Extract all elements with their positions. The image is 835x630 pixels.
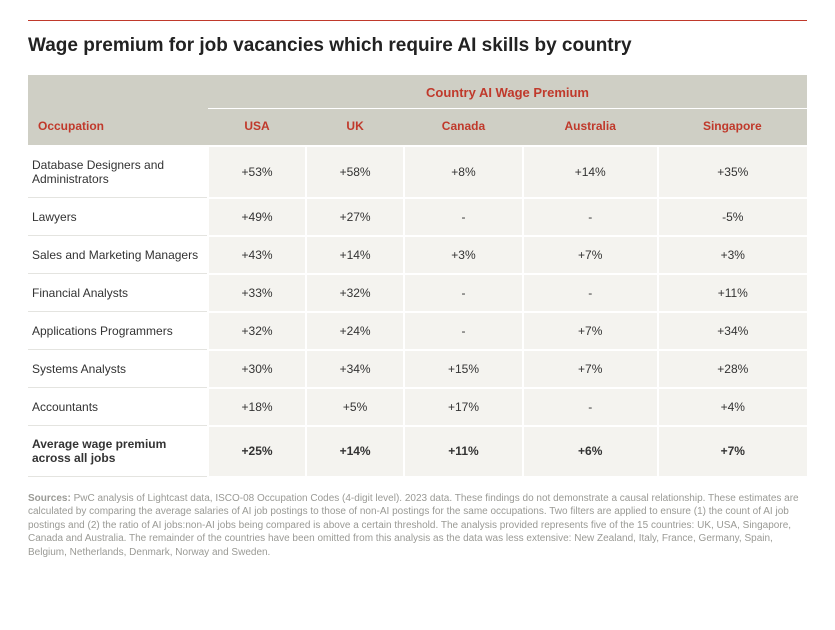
occupation-cell: Database Designers and Administrators — [28, 146, 208, 198]
top-rule — [28, 20, 807, 21]
table-row: Sales and Marketing Managers +43% +14% +… — [28, 236, 807, 274]
value-cell: +15% — [404, 350, 523, 388]
value-cell: +3% — [404, 236, 523, 274]
country-header-singapore: Singapore — [658, 109, 807, 147]
wage-premium-table: Country AI Wage Premium Occupation USA U… — [28, 75, 807, 478]
average-cell: +14% — [306, 426, 404, 477]
average-cell: +25% — [208, 426, 306, 477]
value-cell: +35% — [658, 146, 807, 198]
value-cell: +11% — [658, 274, 807, 312]
value-cell: +14% — [523, 146, 658, 198]
table-row: Applications Programmers +32% +24% - +7%… — [28, 312, 807, 350]
value-cell: +14% — [306, 236, 404, 274]
value-cell: +4% — [658, 388, 807, 426]
value-cell: +30% — [208, 350, 306, 388]
value-cell: - — [523, 198, 658, 236]
footnote: Sources: PwC analysis of Lightcast data,… — [28, 492, 807, 560]
footnote-text: PwC analysis of Lightcast data, ISCO-08 … — [28, 493, 799, 558]
value-cell: +5% — [306, 388, 404, 426]
country-header-usa: USA — [208, 109, 306, 147]
value-cell: +32% — [306, 274, 404, 312]
value-cell: - — [404, 274, 523, 312]
value-cell: +34% — [306, 350, 404, 388]
table-row: Financial Analysts +33% +32% - - +11% — [28, 274, 807, 312]
page-title: Wage premium for job vacancies which req… — [28, 35, 807, 57]
value-cell: +34% — [658, 312, 807, 350]
table-average-row: Average wage premium across all jobs +25… — [28, 426, 807, 477]
value-cell: +53% — [208, 146, 306, 198]
header-blank — [28, 75, 208, 109]
value-cell: +27% — [306, 198, 404, 236]
table-group-row: Country AI Wage Premium — [28, 75, 807, 109]
average-label: Average wage premium across all jobs — [28, 426, 208, 477]
value-cell: - — [404, 198, 523, 236]
table-head-row: Occupation USA UK Canada Australia Singa… — [28, 109, 807, 147]
value-cell: +33% — [208, 274, 306, 312]
value-cell: - — [404, 312, 523, 350]
group-header: Country AI Wage Premium — [208, 75, 807, 109]
value-cell: +43% — [208, 236, 306, 274]
occupation-cell: Applications Programmers — [28, 312, 208, 350]
value-cell: +7% — [523, 312, 658, 350]
value-cell: +7% — [523, 236, 658, 274]
footnote-label: Sources: — [28, 493, 71, 504]
value-cell: - — [523, 388, 658, 426]
value-cell: +18% — [208, 388, 306, 426]
value-cell: +49% — [208, 198, 306, 236]
occupation-cell: Systems Analysts — [28, 350, 208, 388]
value-cell: +58% — [306, 146, 404, 198]
value-cell: +3% — [658, 236, 807, 274]
value-cell: - — [523, 274, 658, 312]
average-cell: +7% — [658, 426, 807, 477]
occupation-header: Occupation — [28, 109, 208, 147]
value-cell: +7% — [523, 350, 658, 388]
table-row: Database Designers and Administrators +5… — [28, 146, 807, 198]
country-header-australia: Australia — [523, 109, 658, 147]
average-cell: +6% — [523, 426, 658, 477]
table-body: Database Designers and Administrators +5… — [28, 146, 807, 477]
value-cell: +8% — [404, 146, 523, 198]
average-cell: +11% — [404, 426, 523, 477]
value-cell: +28% — [658, 350, 807, 388]
table-row: Systems Analysts +30% +34% +15% +7% +28% — [28, 350, 807, 388]
occupation-cell: Lawyers — [28, 198, 208, 236]
country-header-canada: Canada — [404, 109, 523, 147]
value-cell: +17% — [404, 388, 523, 426]
value-cell: +24% — [306, 312, 404, 350]
value-cell: -5% — [658, 198, 807, 236]
value-cell: +32% — [208, 312, 306, 350]
occupation-cell: Financial Analysts — [28, 274, 208, 312]
occupation-cell: Sales and Marketing Managers — [28, 236, 208, 274]
table-row: Accountants +18% +5% +17% - +4% — [28, 388, 807, 426]
occupation-cell: Accountants — [28, 388, 208, 426]
country-header-uk: UK — [306, 109, 404, 147]
table-row: Lawyers +49% +27% - - -5% — [28, 198, 807, 236]
